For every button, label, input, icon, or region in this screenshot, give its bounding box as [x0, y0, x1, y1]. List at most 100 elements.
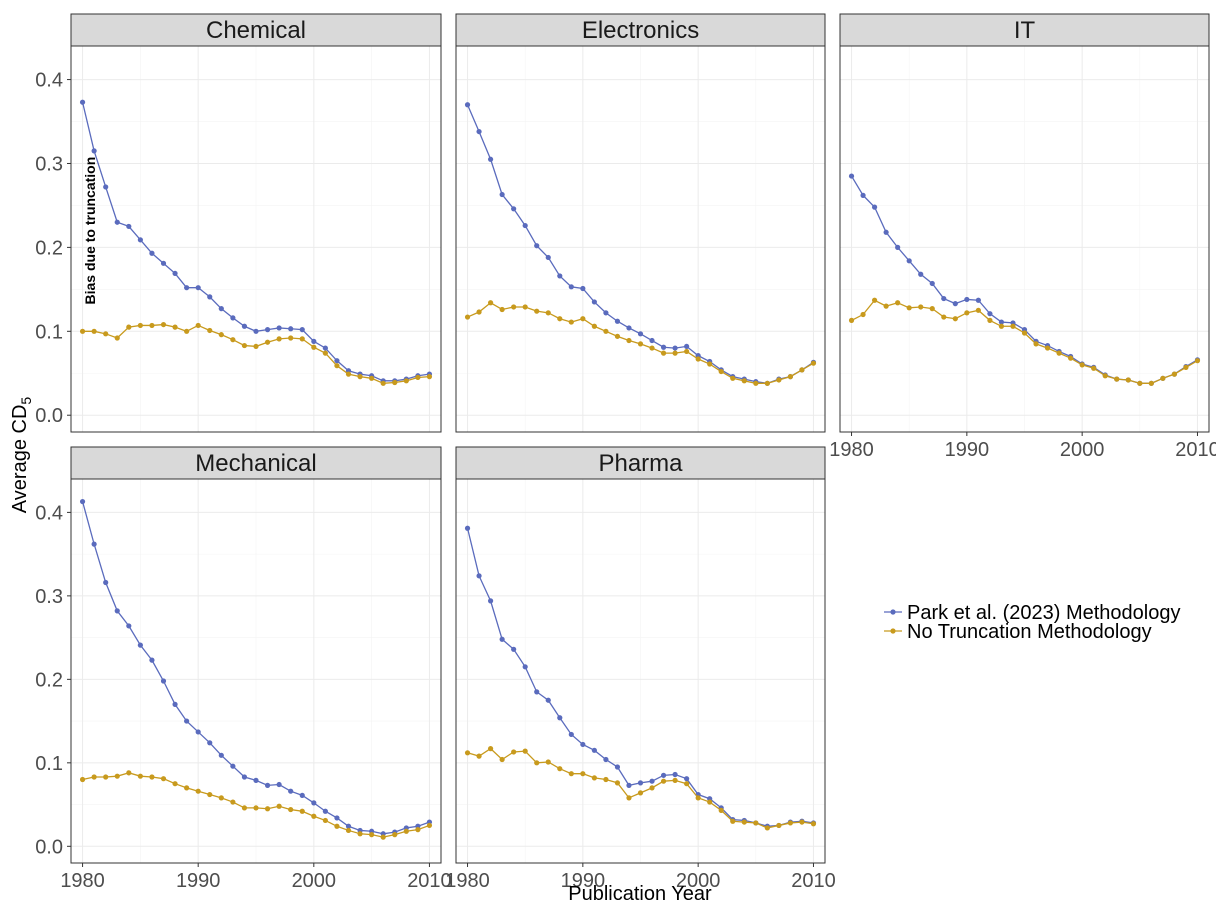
- data-point: [672, 345, 678, 351]
- data-point: [253, 805, 259, 811]
- data-point: [403, 378, 409, 384]
- data-point: [184, 785, 190, 791]
- data-point: [218, 752, 224, 758]
- data-point: [799, 819, 805, 825]
- data-point: [603, 756, 609, 763]
- data-point: [392, 379, 398, 386]
- data-point: [1194, 358, 1201, 364]
- data-point: [998, 323, 1005, 329]
- data-point: [311, 338, 317, 344]
- data-point: [941, 295, 947, 302]
- series-pharma-1: [464, 746, 817, 831]
- data-point: [195, 729, 201, 735]
- data-point: [415, 374, 421, 381]
- data-point: [288, 335, 294, 341]
- data-point: [591, 775, 597, 781]
- data-point: [730, 375, 736, 381]
- data-point: [718, 807, 724, 814]
- gridlines-pharma: [456, 479, 825, 863]
- data-point: [787, 374, 794, 380]
- data-point: [929, 280, 935, 287]
- x-axis-title: Publication Year: [568, 883, 712, 905]
- data-point: [964, 310, 970, 316]
- x-axis-mechanical: 1980 1990 2000 2010: [60, 863, 452, 892]
- data-point: [883, 303, 889, 309]
- data-point: [603, 776, 609, 783]
- data-point: [79, 498, 86, 505]
- data-point: [545, 310, 551, 316]
- series-electronics-1: [464, 300, 817, 386]
- data-point: [322, 345, 328, 351]
- data-point: [626, 325, 632, 331]
- data-point: [218, 306, 224, 312]
- data-point: [114, 219, 120, 225]
- data-point: [660, 778, 667, 784]
- legend-label: No Truncation Methodology: [907, 621, 1152, 643]
- data-point: [160, 776, 167, 782]
- series-chemical-1: [79, 321, 433, 386]
- axes: 0.0 0.1 0.2 0.3 0.4 1980 1990 2000 2010 0.0 0.1 0.2…: [35, 70, 1216, 892]
- data-point: [276, 325, 282, 331]
- data-point: [487, 746, 494, 752]
- data-point: [172, 701, 178, 707]
- data-point: [848, 173, 855, 179]
- data-point: [730, 818, 736, 824]
- data-point: [137, 237, 143, 243]
- data-point: [511, 304, 517, 310]
- data-point: [476, 753, 482, 759]
- legend-item-0: Park et al. (2023) Methodology: [884, 602, 1181, 624]
- data-point: [637, 341, 644, 347]
- data-point: [707, 361, 713, 367]
- data-point: [557, 715, 563, 721]
- panel-mechanical: Mechanical: [70, 446, 442, 864]
- data-point: [276, 781, 282, 788]
- data-point: [1056, 350, 1062, 356]
- data-point: [114, 335, 120, 341]
- data-point: [184, 285, 190, 291]
- legend-marker: [890, 628, 896, 634]
- data-point: [103, 579, 109, 586]
- data-point: [776, 377, 782, 383]
- data-point: [126, 623, 132, 629]
- y-tick-label: 0.1: [35, 321, 63, 343]
- data-point: [322, 808, 328, 814]
- data-point: [522, 222, 528, 229]
- data-point: [322, 350, 328, 356]
- data-point: [126, 770, 132, 776]
- data-point: [975, 307, 981, 313]
- data-point: [149, 657, 155, 663]
- data-point: [264, 782, 271, 788]
- y-axis-chemical: 0.0 0.1 0.2 0.3 0.4: [35, 70, 71, 427]
- data-point: [626, 795, 632, 801]
- data-point: [79, 328, 86, 334]
- panel-border-chemical: [70, 45, 442, 433]
- y-tick-label: 0.2: [35, 237, 63, 259]
- data-point: [499, 306, 505, 313]
- data-point: [918, 304, 924, 310]
- data-point: [1068, 355, 1074, 361]
- data-point: [137, 773, 143, 779]
- data-point: [1102, 373, 1108, 379]
- data-point: [311, 813, 317, 819]
- data-point: [345, 823, 352, 829]
- legend-item-1: No Truncation Methodology: [884, 621, 1152, 643]
- panel-it: IT: [839, 13, 1210, 433]
- strip-title-chemical: Chemical: [206, 17, 306, 44]
- data-point: [1148, 380, 1154, 386]
- data-point: [137, 322, 143, 329]
- panel-pharma: Pharma: [455, 446, 826, 864]
- data-point: [810, 360, 817, 366]
- y-tick-label: 0.4: [35, 70, 63, 92]
- data-point: [534, 760, 540, 766]
- legend-label: Park et al. (2023) Methodology: [907, 602, 1181, 624]
- x-tick-label: 1980: [829, 439, 874, 461]
- data-point: [207, 740, 213, 746]
- data-point: [895, 300, 901, 306]
- data-point: [918, 271, 924, 277]
- data-point: [941, 314, 947, 320]
- data-point: [1033, 341, 1039, 347]
- data-point: [1114, 376, 1120, 382]
- data-point: [276, 336, 282, 342]
- data-point: [464, 102, 471, 108]
